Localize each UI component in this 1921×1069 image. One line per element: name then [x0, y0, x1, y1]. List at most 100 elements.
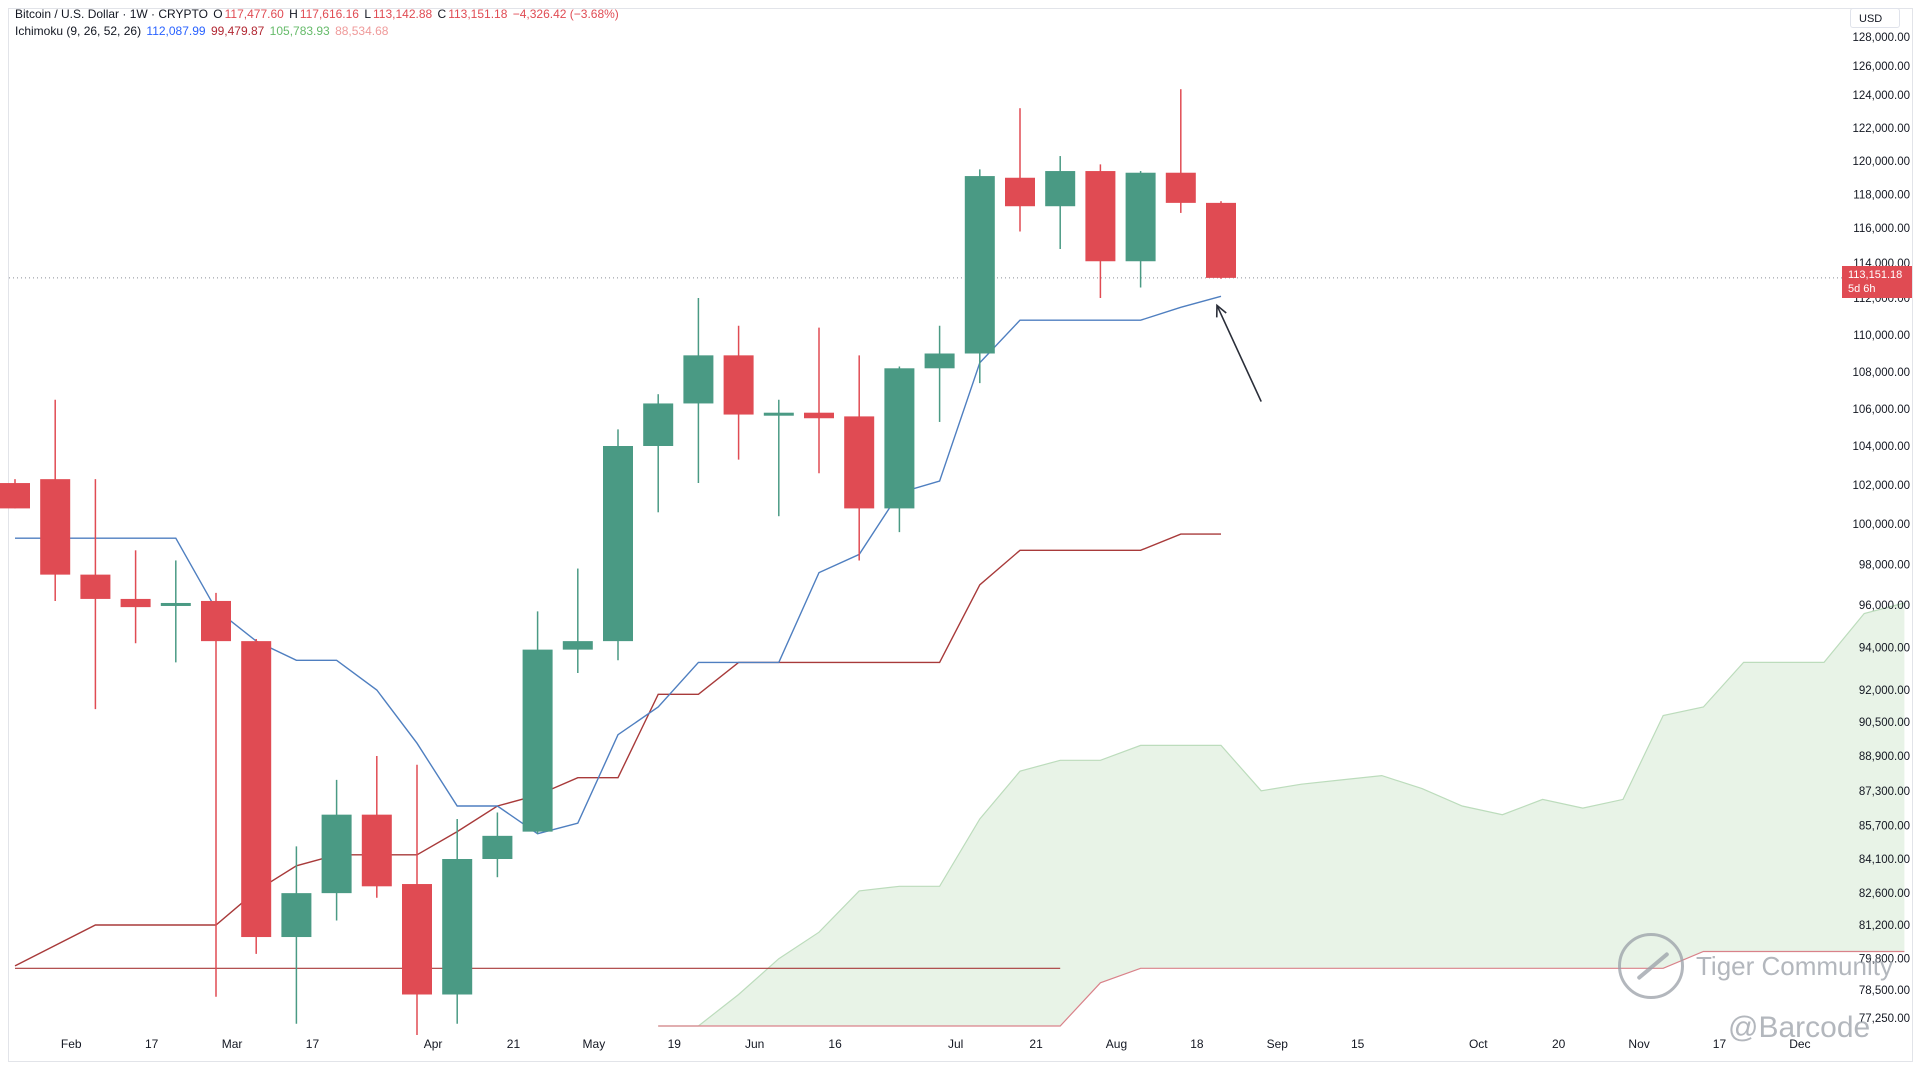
time-tick-label: Oct — [1469, 1037, 1488, 1051]
time-tick-label: Sep — [1267, 1037, 1289, 1051]
open-value: 117,477.60 — [224, 7, 284, 21]
time-tick-label: 21 — [1029, 1037, 1043, 1051]
candle — [40, 399, 71, 601]
candle — [1125, 171, 1156, 288]
candle-body — [884, 368, 915, 509]
price-tick-label: 87,300.00 — [1859, 786, 1910, 798]
price-tick-label: 102,000.00 — [1852, 480, 1910, 492]
candle-body — [924, 353, 955, 369]
low-value: 113,142.88 — [373, 7, 433, 21]
time-tick-label: Nov — [1628, 1037, 1649, 1051]
chart-frame — [8, 8, 1913, 1062]
time-tick-label: Jun — [745, 1037, 764, 1051]
currency-badge[interactable]: USD — [1850, 8, 1900, 28]
conversion-line — [15, 295, 1222, 835]
candle — [683, 298, 714, 484]
candle-body — [402, 884, 432, 995]
candle — [763, 399, 794, 517]
ichimoku-cloud — [658, 602, 1905, 1027]
candle — [442, 819, 473, 1024]
price-tick-label: 92,000.00 — [1859, 685, 1910, 697]
time-tick-label: Aug — [1106, 1037, 1127, 1051]
low-label: L — [364, 7, 372, 21]
candle — [844, 355, 875, 561]
price-tick-label: 94,000.00 — [1859, 643, 1910, 655]
span-a-value: 105,783.93 — [269, 24, 330, 38]
time-tick-label: 17 — [145, 1037, 159, 1051]
base-value: 99,479.87 — [210, 24, 265, 38]
candle-countdown-label: 5d 6h — [1848, 283, 1876, 295]
time-tick-label: Mar — [222, 1037, 243, 1051]
cloud-area — [658, 603, 1905, 1026]
price-tick-label: 118,000.00 — [1853, 190, 1910, 202]
time-tick-label: Feb — [61, 1037, 82, 1051]
candle-body — [281, 893, 312, 938]
candle-body — [1045, 171, 1076, 207]
candle — [924, 325, 955, 422]
price-tick-label: 120,000.00 — [1852, 156, 1910, 168]
price-tick-label: 98,000.00 — [1859, 560, 1910, 572]
time-tick-label: Dec — [1789, 1037, 1810, 1051]
price-tick-label: 104,000.00 — [1852, 441, 1910, 453]
candle — [522, 611, 553, 834]
candle-body — [522, 649, 553, 832]
candle — [1206, 201, 1236, 279]
candle-body — [1005, 177, 1035, 207]
time-axis[interactable]: Feb 17 Mar 17 Apr 21 May 19 Jun 16 Jul 21 Aug 18 Sep 15… — [61, 1037, 1811, 1051]
candle — [402, 764, 432, 1035]
candle-body — [241, 641, 272, 938]
candle — [321, 779, 352, 921]
close-label: C — [437, 7, 447, 21]
candle-body — [442, 859, 473, 995]
time-tick-label: 20 — [1552, 1037, 1566, 1051]
watermark-handle: @Barcode — [1728, 1011, 1871, 1044]
candle — [1045, 156, 1076, 249]
candle — [120, 550, 151, 644]
candle — [281, 846, 312, 1024]
time-tick-label: 19 — [668, 1037, 682, 1051]
candle-body — [321, 814, 352, 894]
watermark-brand: Tiger Community — [1696, 951, 1893, 981]
candle-body — [763, 412, 794, 416]
leading-span-a-line — [658, 602, 1905, 1027]
candle — [804, 327, 834, 474]
candle-body — [160, 602, 191, 606]
time-tick-label: 18 — [1190, 1037, 1204, 1051]
price-tick-label: 106,000.00 — [1852, 404, 1910, 416]
time-tick-label: Apr — [424, 1037, 443, 1051]
price-tick-label: 90,500.00 — [1859, 717, 1910, 729]
price-axis[interactable]: 128,000.00 126,000.00 124,000.00 122,000.00… — [1852, 32, 1910, 1025]
price-tick-label: 100,000.00 — [1852, 519, 1910, 531]
candle-body — [643, 403, 674, 446]
candle-body — [361, 814, 392, 887]
symbol-legend: Bitcoin / U.S. Dollar · 1W · CRYPTO O 117… — [15, 7, 621, 21]
price-tick-label: 88,900.00 — [1859, 751, 1910, 763]
candle — [361, 756, 392, 898]
candle — [603, 429, 633, 661]
candle-body — [1165, 172, 1196, 203]
candles — [0, 89, 1236, 1035]
candle-body — [0, 483, 30, 509]
close-value: 113,151.18 — [448, 7, 508, 21]
price-tick-label: 96,000.00 — [1859, 600, 1910, 612]
annotation-arrow-head — [1215, 303, 1227, 318]
candle — [1165, 89, 1196, 213]
time-tick-label: 17 — [306, 1037, 320, 1051]
symbol-title[interactable]: Bitcoin / U.S. Dollar · 1W · CRYPTO — [15, 7, 208, 21]
candle-body — [804, 412, 834, 419]
candle-body — [1206, 202, 1236, 278]
candle-body — [1085, 171, 1116, 262]
candle — [723, 325, 754, 460]
price-tick-label: 124,000.00 — [1852, 90, 1910, 102]
annotation-arrow — [1216, 305, 1262, 402]
indicator-legend: Ichimoku (9, 26, 52, 26) 112,087.99 99,4… — [15, 24, 390, 38]
indicator-title[interactable]: Ichimoku (9, 26, 52, 26) — [15, 24, 142, 38]
leading-span-b-line — [658, 950, 1905, 1027]
change-value: −4,326.42 (−3.68%) — [512, 7, 619, 21]
base-line — [14, 533, 1221, 967]
high-value: 117,616.16 — [299, 7, 359, 21]
price-tick-label: 110,000.00 — [1853, 330, 1910, 342]
candle — [160, 560, 191, 663]
candle-body — [40, 479, 71, 575]
